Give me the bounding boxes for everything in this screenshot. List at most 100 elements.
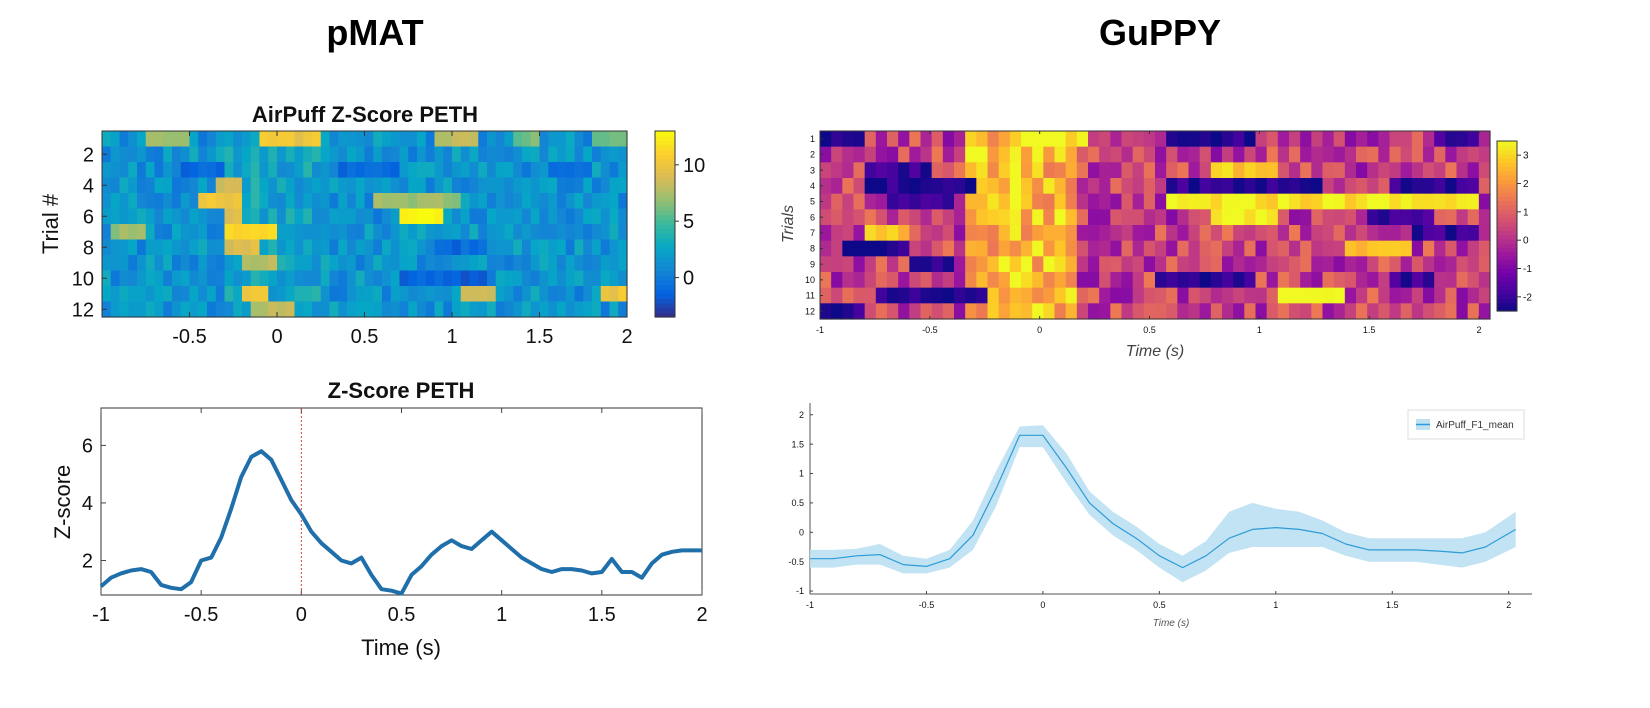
heatmap-cell xyxy=(504,286,514,303)
heatmap-cell xyxy=(864,287,877,304)
heatmap-cell xyxy=(320,208,331,225)
heatmap-cell xyxy=(1356,209,1368,226)
heatmap-cell xyxy=(443,162,453,179)
colorbar-segment xyxy=(655,279,675,286)
heatmap-cell xyxy=(285,208,296,225)
heatmap-cell xyxy=(242,177,252,194)
heatmap-cell xyxy=(452,286,462,303)
heatmap-cell xyxy=(1423,303,1435,320)
heatmap-cell xyxy=(998,131,1011,148)
heatmap-cell xyxy=(242,146,252,163)
colorbar-segment xyxy=(655,265,675,272)
heatmap-cell xyxy=(303,131,313,148)
heatmap-cell xyxy=(898,178,910,195)
heatmap-cell xyxy=(434,286,444,303)
heatmap-cell xyxy=(180,146,191,163)
heatmap-cell xyxy=(434,193,444,210)
colorbar-segment xyxy=(1497,294,1517,299)
heatmap-cell xyxy=(355,131,366,148)
heatmap-cell xyxy=(565,286,576,303)
heatmap-cell xyxy=(1434,272,1446,289)
colorbar-segment xyxy=(1497,162,1517,168)
heatmap-cell xyxy=(920,303,933,320)
heatmap-cell xyxy=(1244,303,1257,320)
heatmap-cell xyxy=(364,239,374,256)
heatmap-cell xyxy=(931,287,944,304)
heatmap-cell xyxy=(163,177,173,194)
colorbar-segment xyxy=(655,247,675,253)
heatmap-cell xyxy=(875,131,888,148)
heatmap-cell xyxy=(154,239,164,256)
heatmap-cell xyxy=(425,286,436,303)
y-tick-label: 10 xyxy=(805,275,815,285)
heatmap-cell xyxy=(987,193,1000,210)
heatmap-cell xyxy=(1456,162,1469,179)
heatmap-cell xyxy=(137,239,147,256)
heatmap-cell xyxy=(137,193,147,210)
heatmap-cell xyxy=(1456,146,1469,163)
heatmap-cell xyxy=(539,301,549,318)
heatmap-cell xyxy=(198,255,208,272)
heatmap-cell xyxy=(1478,178,1491,195)
heatmap-cell xyxy=(1166,209,1178,226)
guppy-title: GuPPY xyxy=(1098,12,1222,53)
heatmap-cell xyxy=(1199,146,1212,163)
colorbar-segment xyxy=(655,158,675,165)
heatmap-cell xyxy=(478,177,488,194)
heatmap-cell xyxy=(574,270,584,287)
colorbar-segment xyxy=(1497,200,1517,206)
heatmap-cell xyxy=(215,286,226,303)
heatmap-cell xyxy=(390,131,401,148)
colorbar-segment xyxy=(655,144,675,151)
legend-label: AirPuff_F1_mean xyxy=(1436,420,1514,431)
heatmap-cell xyxy=(277,224,287,241)
heatmap-cell xyxy=(1300,162,1312,179)
heatmap-cell xyxy=(1233,225,1245,242)
heatmap-cell xyxy=(443,224,453,241)
heatmap-cell xyxy=(1356,287,1368,304)
heatmap-cell xyxy=(1456,256,1469,273)
heatmap-cell xyxy=(469,255,479,272)
heatmap-cell xyxy=(842,146,855,163)
heatmap-cell xyxy=(1456,178,1469,195)
y-tick-label: 5 xyxy=(810,197,815,207)
x-tick-label: 0.5 xyxy=(388,604,416,626)
heatmap-cell xyxy=(110,270,121,287)
heatmap-cell xyxy=(1076,256,1089,273)
heatmap-cell xyxy=(1121,272,1134,289)
heatmap-cell xyxy=(145,286,156,303)
heatmap-cell xyxy=(1478,209,1491,226)
heatmap-cell xyxy=(224,208,234,225)
y-tick-label: 6 xyxy=(810,212,815,222)
heatmap-cell xyxy=(172,162,182,179)
heatmap-cell xyxy=(478,162,488,179)
heatmap-cell xyxy=(1121,209,1134,226)
heatmap-cell xyxy=(119,146,129,163)
heatmap-cell xyxy=(487,208,497,225)
pmat-heatmap-cells xyxy=(102,131,628,318)
heatmap-cell xyxy=(1088,178,1100,195)
heatmap-cell xyxy=(618,270,628,287)
heatmap-cell xyxy=(250,177,261,194)
heatmap-cell xyxy=(1445,256,1458,273)
heatmap-cell xyxy=(487,193,497,210)
heatmap-cell xyxy=(1467,178,1480,195)
heatmap-cell xyxy=(373,146,383,163)
heatmap-cell xyxy=(1445,225,1458,242)
colorbar-frame xyxy=(654,130,676,318)
heatmap-cell xyxy=(954,146,966,163)
heatmap-cell xyxy=(1088,131,1100,148)
heatmap-cell xyxy=(373,131,383,148)
heatmap-cell xyxy=(931,225,944,242)
heatmap-cell xyxy=(1177,131,1190,148)
heatmap-cell xyxy=(1478,131,1491,148)
heatmap-cell xyxy=(1311,303,1324,320)
heatmap-cell xyxy=(1222,162,1234,179)
heatmap-cell xyxy=(102,131,112,148)
heatmap-cell xyxy=(998,240,1011,257)
heatmap-cell xyxy=(233,270,243,287)
heatmap-cell xyxy=(1188,225,1201,242)
heatmap-cell xyxy=(831,131,843,148)
heatmap-cell xyxy=(1210,146,1223,163)
heatmap-cell xyxy=(954,193,966,210)
